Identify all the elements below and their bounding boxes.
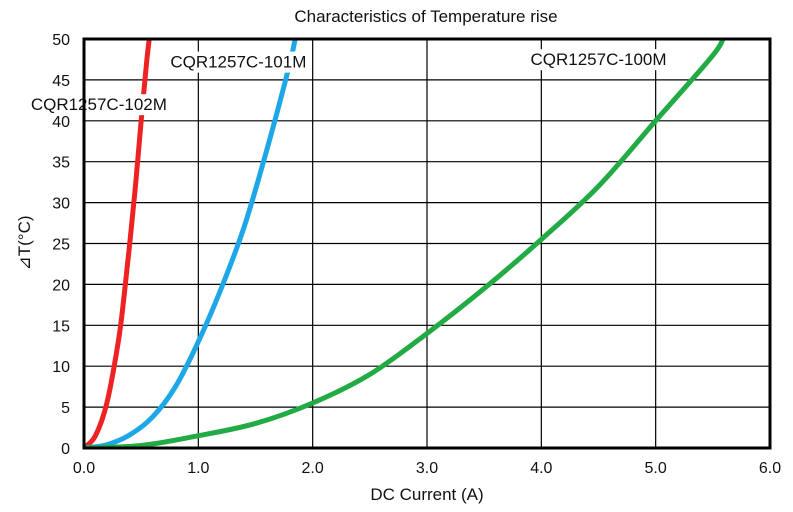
series-label-background	[27, 94, 170, 116]
x-axis-label: DC Current (A)	[370, 485, 483, 504]
y-tick-label: 40	[52, 114, 70, 131]
y-tick-label: 5	[61, 400, 70, 417]
y-tick-label: 20	[52, 277, 70, 294]
chart-title: Characteristics of Temperature rise	[294, 7, 557, 26]
x-tick-label: 1.0	[187, 460, 209, 477]
y-tick-label: 10	[52, 359, 70, 376]
x-tick-label: 5.0	[645, 460, 667, 477]
series-line-cqr1257c-102m	[84, 39, 152, 448]
y-tick-label: 45	[52, 73, 70, 90]
x-tick-label: 0.0	[73, 460, 95, 477]
series-label-background	[527, 49, 670, 71]
y-tick-label: 25	[52, 237, 70, 254]
series-label-background	[167, 51, 310, 73]
series-line-cqr1257c-101m	[84, 39, 298, 448]
y-tick-label: 50	[52, 32, 70, 49]
series-lines	[84, 39, 726, 448]
x-tick-label: 3.0	[416, 460, 438, 477]
series-line-cqr1257c-100m	[84, 39, 726, 448]
x-tick-labels: 0.0 1.0 2.0 3.0 4.0 5.0 6.0	[73, 460, 781, 477]
series-label: CQR1257C-101M	[170, 53, 306, 72]
y-tick-label: 0	[61, 441, 70, 458]
y-tick-label: 15	[52, 318, 70, 335]
series-labels: CQR1257C-102M CQR1257C-101M CQR1257C-100M	[27, 49, 670, 116]
series-label: CQR1257C-100M	[530, 50, 666, 69]
y-tick-label: 35	[52, 155, 70, 172]
y-tick-labels: 0 5 10 15 20 25 30 35 40 45 50	[52, 32, 70, 458]
plot-frame	[82, 37, 772, 450]
series-label: CQR1257C-102M	[31, 95, 167, 114]
x-tick-label: 4.0	[530, 460, 552, 477]
y-axis-label: ⊿T(°C)	[15, 215, 34, 270]
grid	[83, 38, 771, 449]
x-tick-label: 6.0	[759, 460, 781, 477]
x-tick-label: 2.0	[302, 460, 324, 477]
y-tick-label: 30	[52, 196, 70, 213]
